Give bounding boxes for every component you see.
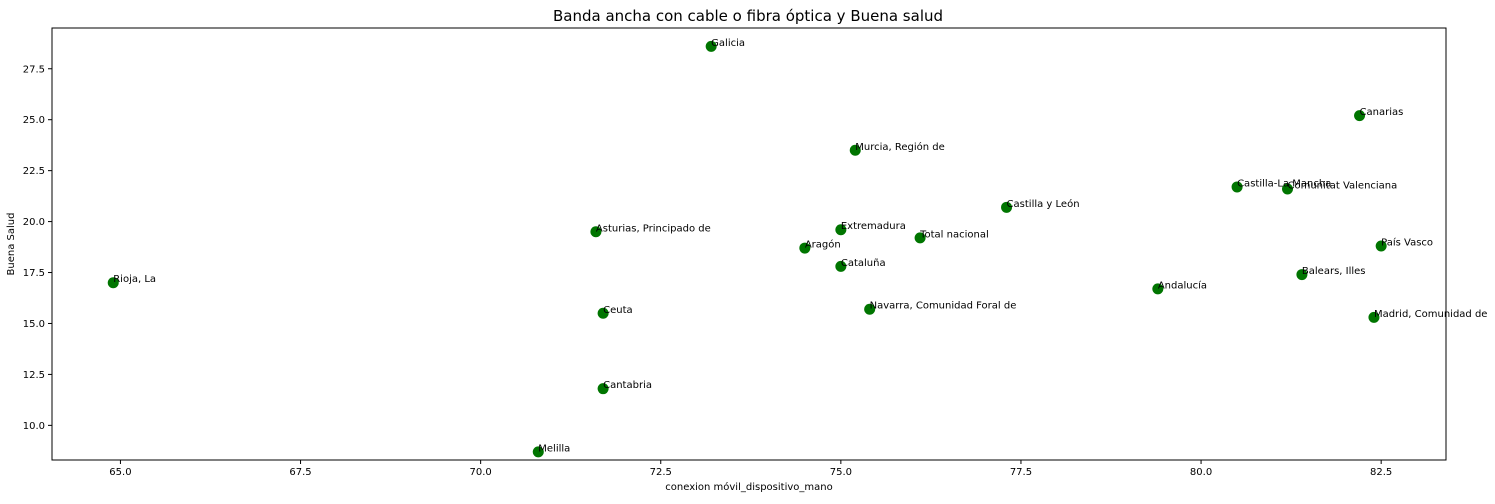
point-label: Asturias, Principado de <box>596 223 711 234</box>
y-tick-label: 20.0 <box>23 217 45 228</box>
data-point <box>864 303 876 315</box>
y-tick-label: 15.0 <box>23 319 45 330</box>
point-labels: Galicia Canarias Murcia, Región de Castilla… <box>113 38 1487 455</box>
point-label: Comunitat Valenciana <box>1288 180 1398 191</box>
x-tick-label: 80.0 <box>1190 467 1212 478</box>
point-label: Cataluña <box>841 258 886 269</box>
y-tick-label: 10.0 <box>23 421 45 432</box>
point-label: Andalucía <box>1158 279 1207 291</box>
point-label: Ceuta <box>603 305 633 316</box>
data-point <box>590 226 602 238</box>
x-tick-label: 82.5 <box>1370 467 1392 478</box>
point-label: País Vasco <box>1381 237 1433 249</box>
y-tick-label: 27.5 <box>23 64 45 75</box>
data-point <box>1152 283 1164 295</box>
data-point <box>1001 201 1013 213</box>
data-point <box>597 307 609 319</box>
chart-title: Banda ancha con cable o fibra óptica y B… <box>553 7 943 25</box>
point-label: Aragón <box>805 239 841 251</box>
point-label: Castilla-La Mancha <box>1237 178 1331 189</box>
point-label: Navarra, Comunidad Foral de <box>870 301 1017 312</box>
data-point <box>1231 181 1243 193</box>
point-label: Rioja, La <box>113 274 156 285</box>
data-point <box>107 277 119 289</box>
data-point <box>849 144 861 156</box>
y-axis-ticks: 10.0 12.5 15.0 17.5 20.0 22.5 25.0 27.5 <box>23 64 52 432</box>
y-tick-label: 12.5 <box>23 370 45 381</box>
x-tick-label: 75.0 <box>830 467 852 478</box>
y-tick-label: 22.5 <box>23 166 45 177</box>
data-point <box>597 383 609 395</box>
data-points <box>107 40 1387 458</box>
y-axis-label: Buena Salud <box>6 213 17 276</box>
data-point <box>1354 110 1366 122</box>
point-label: Extremadura <box>841 221 906 232</box>
point-label: Cantabria <box>603 380 652 391</box>
data-point <box>1368 311 1380 323</box>
x-tick-label: 72.5 <box>650 467 672 478</box>
y-tick-label: 17.5 <box>23 268 45 279</box>
x-tick-label: 65.0 <box>109 467 131 478</box>
point-label: Canarias <box>1360 107 1404 118</box>
point-label: Melilla <box>538 443 570 454</box>
point-label: Murcia, Región de <box>855 141 945 153</box>
point-label: Madrid, Comunidad de <box>1374 309 1488 320</box>
data-point <box>1296 269 1308 281</box>
data-point <box>1375 240 1387 252</box>
plot-frame <box>51 27 1447 461</box>
data-point <box>1282 183 1294 195</box>
point-label: Galicia <box>711 38 745 49</box>
y-tick-label: 25.0 <box>23 115 45 126</box>
point-label: Balears, Illes <box>1302 266 1366 277</box>
point-label: Castilla y León <box>1007 198 1080 210</box>
data-point <box>799 242 811 254</box>
x-tick-label: 70.0 <box>470 467 492 478</box>
x-tick-label: 67.5 <box>289 467 311 478</box>
data-point <box>914 232 926 244</box>
point-label: Total nacional <box>919 229 989 240</box>
data-point <box>835 224 847 236</box>
data-point <box>835 260 847 272</box>
data-point <box>705 40 717 52</box>
x-axis-ticks: 65.0 67.5 70.0 72.5 75.0 77.5 80.0 82.5 <box>109 460 1392 478</box>
data-point <box>532 446 544 458</box>
x-tick-label: 77.5 <box>1010 467 1032 478</box>
x-axis-label: conexion móvil_dispositivo_mano <box>665 481 832 493</box>
